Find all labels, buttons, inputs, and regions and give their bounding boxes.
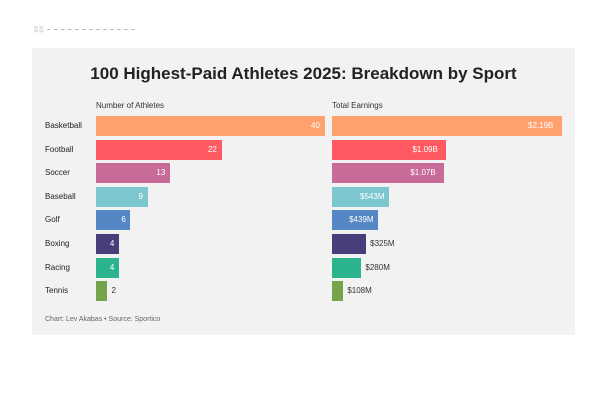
category-label-football: Football (45, 144, 74, 154)
earnings-bar-baseball (332, 186, 390, 207)
earnings-bar-racing (332, 257, 362, 278)
category-label-racing: Racing (45, 262, 70, 272)
earnings-bar-tennis (332, 281, 344, 302)
athletes-value-baseball: 9 (138, 191, 143, 201)
earnings-bar-basketball (332, 116, 562, 136)
earnings-value-soccer: $1.07B (410, 168, 436, 178)
athletes-panel-header: Number of Athletes (96, 101, 165, 110)
athletes-bar-soccer (96, 163, 171, 184)
athletes-value-soccer: 13 (156, 168, 166, 178)
athletes-value-basketball: 40 (311, 121, 320, 130)
athletes-bar-tennis (96, 281, 108, 302)
category-label-boxing: Boxing (45, 239, 70, 248)
athletes-bar-boxing (96, 234, 119, 254)
earnings-bar-football (332, 139, 447, 160)
chart-title: 100 Highest-Paid Athletes 2025: Breakdow… (90, 64, 517, 83)
header-remnant: ░░ – – – – – – – – – – – – – (34, 27, 136, 33)
athletes-bar-football (96, 139, 222, 160)
earnings-panel-header: Total Earnings (332, 101, 383, 110)
earnings-bar-golf (332, 210, 379, 231)
athletes-value-tennis: 2 (111, 286, 116, 296)
earnings-bar-soccer (332, 163, 445, 184)
earnings-value-basketball: $2.19B (528, 121, 554, 130)
athletes-bar-golf (96, 210, 131, 231)
earnings-value-golf: $439M (349, 215, 374, 225)
earnings-value-racing: $280M (365, 262, 390, 272)
earnings-value-boxing: $325M (370, 239, 395, 248)
athletes-bar-baseball (96, 186, 148, 207)
earnings-value-football: $1.09B (412, 144, 438, 154)
athletes-value-boxing: 4 (109, 239, 115, 248)
athletes-bar-basketball (96, 116, 325, 136)
category-label-soccer: Soccer (45, 168, 70, 178)
athletes-value-golf: 6 (121, 215, 126, 225)
category-label-basketball: Basketball (45, 121, 82, 130)
category-label-golf: Golf (45, 215, 60, 225)
earnings-value-baseball: $543M (360, 191, 385, 201)
category-label-baseball: Baseball (45, 191, 76, 201)
chart-footer: Chart: Lev Akabas • Source: Sportico (45, 316, 161, 323)
earnings-bar-boxing (332, 234, 367, 254)
earnings-value-tennis: $108M (347, 286, 372, 296)
athletes-value-racing: 4 (109, 262, 115, 272)
athletes-value-football: 22 (207, 144, 217, 154)
category-label-tennis: Tennis (45, 286, 69, 296)
athletes-bar-racing (96, 257, 119, 278)
